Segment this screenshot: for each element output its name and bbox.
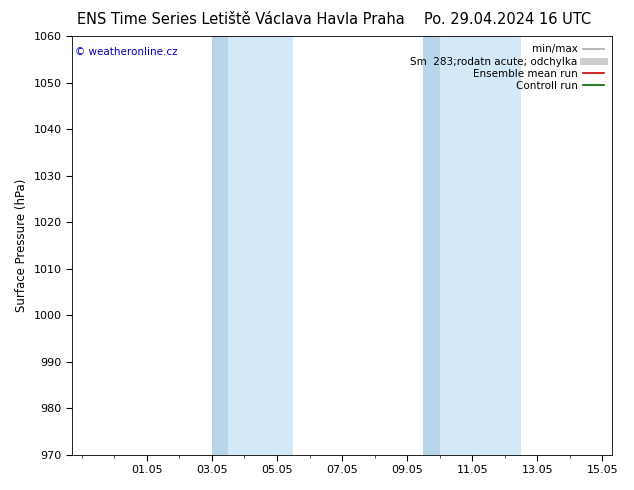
Bar [228,36,294,455]
Text: Po. 29.04.2024 16 UTC: Po. 29.04.2024 16 UTC [424,12,591,27]
Bar [212,36,228,455]
Bar [439,36,521,455]
Text: © weatheronline.cz: © weatheronline.cz [75,47,178,57]
Bar [424,36,439,455]
Text: ENS Time Series Letiště Václava Havla Praha: ENS Time Series Letiště Václava Havla Pr… [77,12,404,27]
Legend: min/max, Sm  283;rodatn acute; odchylka, Ensemble mean run, Controll run: min/max, Sm 283;rodatn acute; odchylka, … [407,41,607,94]
Y-axis label: Surface Pressure (hPa): Surface Pressure (hPa) [15,179,28,312]
